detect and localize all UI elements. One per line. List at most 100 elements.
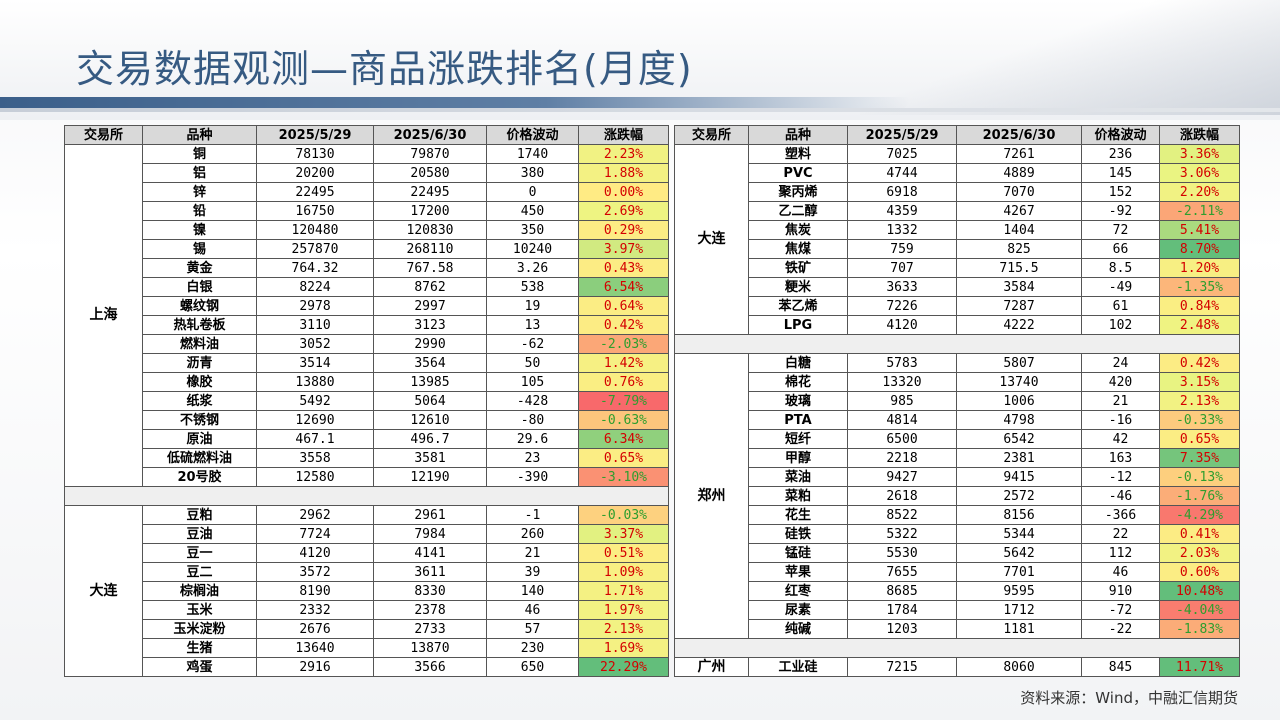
price-change-cell: 260	[486, 524, 579, 544]
exchange-cell: 大连	[674, 144, 749, 335]
price-start-cell: 985	[847, 391, 957, 411]
table-row: 橡胶 13880 13985 105 0.76%	[65, 372, 669, 392]
price-start-cell: 5530	[847, 543, 957, 563]
price-change-cell: -12	[1081, 467, 1160, 487]
price-change-cell: 46	[486, 600, 579, 620]
table-row: 纸浆 5492 5064 -428 -7.79%	[65, 391, 669, 411]
pct-change-cell: 1.09%	[578, 562, 669, 582]
variety-cell: 甲醇	[748, 448, 848, 468]
price-end-cell: 5344	[956, 524, 1082, 544]
pct-change-cell: 7.35%	[1159, 448, 1240, 468]
price-end-cell: 5064	[373, 391, 487, 411]
pct-change-cell: 1.69%	[578, 638, 669, 658]
price-end-cell: 8156	[956, 505, 1082, 525]
price-start-cell: 5783	[847, 353, 957, 373]
price-start-cell: 12580	[256, 467, 374, 487]
exchange-cell: 郑州	[674, 353, 749, 639]
header-change: 价格波动	[1081, 125, 1160, 145]
price-start-cell: 1784	[847, 600, 957, 620]
variety-cell: 锌	[142, 182, 257, 202]
price-end-cell: 3611	[373, 562, 487, 582]
header-pct: 涨跌幅	[1159, 125, 1240, 145]
variety-cell: 玉米淀粉	[142, 619, 257, 639]
pct-change-cell: -2.11%	[1159, 201, 1240, 221]
price-change-cell: 140	[486, 581, 579, 601]
pct-change-cell: 2.13%	[578, 619, 669, 639]
right-table: 交易所 品种 2025/5/29 2025/6/30 价格波动 涨跌幅 大连 塑料…	[674, 125, 1240, 677]
variety-cell: 豆二	[142, 562, 257, 582]
price-end-cell: 1181	[956, 619, 1082, 639]
price-start-cell: 13320	[847, 372, 957, 392]
variety-cell: 塑料	[748, 144, 848, 164]
variety-cell: 豆粕	[142, 505, 257, 525]
price-start-cell: 8224	[256, 277, 374, 297]
price-start-cell: 8522	[847, 505, 957, 525]
variety-cell: 苹果	[748, 562, 848, 582]
price-start-cell: 2218	[847, 448, 957, 468]
price-start-cell: 759	[847, 239, 957, 259]
price-change-cell: 22	[1081, 524, 1160, 544]
left-table: 交易所 品种 2025/5/29 2025/6/30 价格波动 涨跌幅 上海铜 7…	[64, 125, 669, 677]
header-decoration	[860, 0, 1280, 115]
price-change-cell: 650	[486, 657, 579, 677]
price-start-cell: 8190	[256, 581, 374, 601]
price-change-cell: -49	[1081, 277, 1160, 297]
table-row: 广州 工业硅 7215 8060 845 11.71%	[674, 657, 1240, 677]
price-end-cell: 8060	[956, 657, 1082, 677]
table-row: 锡 257870 268110 10240 3.97%	[65, 239, 669, 259]
price-start-cell: 16750	[256, 201, 374, 221]
pct-change-cell: 0.76%	[578, 372, 669, 392]
price-change-cell: 42	[1081, 429, 1160, 449]
table-row: 大连 豆粕 2962 2961 -1 -0.03%	[64, 505, 669, 677]
variety-cell: PTA	[748, 410, 848, 430]
header-variety: 品种	[748, 125, 848, 145]
pct-change-cell: 2.03%	[1159, 543, 1240, 563]
table-row: 红枣 8685 9595 910 10.48%	[675, 581, 1240, 601]
table-row: 铅 16750 17200 450 2.69%	[65, 201, 669, 221]
price-change-cell: 1740	[486, 144, 579, 164]
price-change-cell: -366	[1081, 505, 1160, 525]
table-row: 黄金 764.32 767.58 3.26 0.43%	[65, 258, 669, 278]
price-end-cell: 767.58	[373, 258, 487, 278]
variety-cell: 粳米	[748, 277, 848, 297]
group-separator	[64, 486, 669, 506]
table-row: 花生 8522 8156 -366 -4.29%	[675, 505, 1240, 525]
price-start-cell: 5492	[256, 391, 374, 411]
table-row: 苯乙烯 7226 7287 61 0.84%	[675, 296, 1240, 316]
pct-change-cell: -1.76%	[1159, 486, 1240, 506]
price-change-cell: 112	[1081, 543, 1160, 563]
price-start-cell: 4359	[847, 201, 957, 221]
price-end-cell: 7984	[373, 524, 487, 544]
pct-change-cell: -0.63%	[578, 410, 669, 430]
price-start-cell: 2618	[847, 486, 957, 506]
price-change-cell: -1	[486, 505, 579, 525]
price-end-cell: 3123	[373, 315, 487, 335]
price-end-cell: 9415	[956, 467, 1082, 487]
variety-cell: 橡胶	[142, 372, 257, 392]
variety-cell: 燃料油	[142, 334, 257, 354]
variety-cell: 白糖	[748, 353, 848, 373]
table-row: 沥青 3514 3564 50 1.42%	[65, 353, 669, 373]
price-start-cell: 4120	[847, 315, 957, 335]
variety-cell: 工业硅	[748, 657, 848, 677]
price-start-cell: 20200	[256, 163, 374, 183]
table-row: 锰硅 5530 5642 112 2.03%	[675, 543, 1240, 563]
table-row: 铁矿 707 715.5 8.5 1.20%	[675, 258, 1240, 278]
price-start-cell: 7655	[847, 562, 957, 582]
price-end-cell: 715.5	[956, 258, 1082, 278]
price-start-cell: 6918	[847, 182, 957, 202]
variety-cell: 红枣	[748, 581, 848, 601]
price-start-cell: 9427	[847, 467, 957, 487]
price-end-cell: 6542	[956, 429, 1082, 449]
pct-change-cell: -0.33%	[1159, 410, 1240, 430]
exchange-cell: 广州	[674, 657, 749, 677]
pct-change-cell: 3.36%	[1159, 144, 1240, 164]
table-row: 铝 20200 20580 380 1.88%	[65, 163, 669, 183]
price-change-cell: 46	[1081, 562, 1160, 582]
price-change-cell: 3.26	[486, 258, 579, 278]
table-row: 菜油 9427 9415 -12 -0.13%	[675, 467, 1240, 487]
price-end-cell: 1006	[956, 391, 1082, 411]
price-change-cell: 61	[1081, 296, 1160, 316]
pct-change-cell: -2.03%	[578, 334, 669, 354]
price-change-cell: 13	[486, 315, 579, 335]
